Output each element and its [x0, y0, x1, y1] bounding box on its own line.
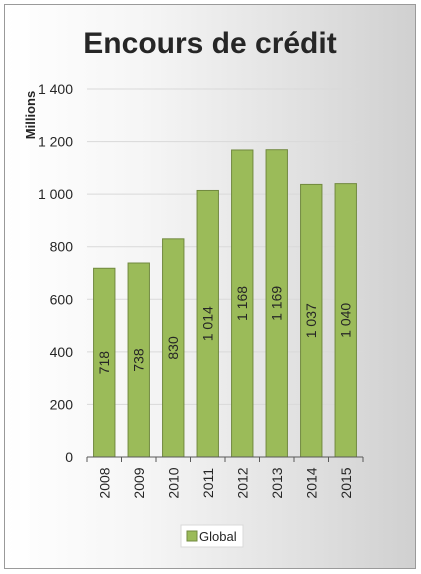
y-tick-label: 800	[50, 239, 74, 255]
y-tick-label: 400	[50, 344, 74, 360]
x-tick-label: 2011	[200, 468, 216, 498]
y-tick-label: 1 400	[38, 81, 73, 97]
y-tick-label: 1 200	[38, 134, 73, 150]
x-tick-label: 2009	[131, 467, 147, 498]
y-axis-ticks: 0 200 400 600 800 1 000 1 200 1 400	[38, 81, 73, 465]
x-tick-label: 2013	[269, 467, 285, 498]
chart-title: Encours de crédit	[83, 27, 336, 60]
x-tick-label: 2010	[165, 467, 181, 498]
x-tick-label: 2014	[303, 467, 319, 498]
data-label: 1 040	[338, 303, 354, 338]
legend-swatch	[186, 530, 198, 542]
x-tick-label: 2008	[96, 467, 112, 498]
y-tick-label: 1 000	[38, 186, 73, 202]
y-tick-label: 0	[65, 449, 73, 465]
y-tick-label: 200	[50, 396, 74, 412]
data-label: 1 037	[303, 303, 319, 338]
data-label: 718	[96, 351, 112, 375]
data-label: 738	[131, 348, 147, 372]
x-tick-label: 2012	[234, 467, 250, 498]
legend: Global	[180, 524, 244, 548]
y-tick-label: 600	[50, 291, 74, 307]
data-label: 1 168	[234, 286, 250, 321]
y-axis-label: Millions	[23, 91, 38, 139]
data-label: 830	[165, 336, 181, 360]
data-label: 1 169	[269, 286, 285, 321]
data-label: 1 014	[200, 306, 216, 341]
legend-label: Global	[199, 529, 237, 544]
x-tick-label: 2015	[338, 467, 354, 498]
bars: 718 738 830 1 014 1 168 1 169 1 037 1 040	[93, 149, 357, 458]
x-axis: 2008 2009 2010 2011 2012 2013 2014 2015	[86, 456, 364, 499]
